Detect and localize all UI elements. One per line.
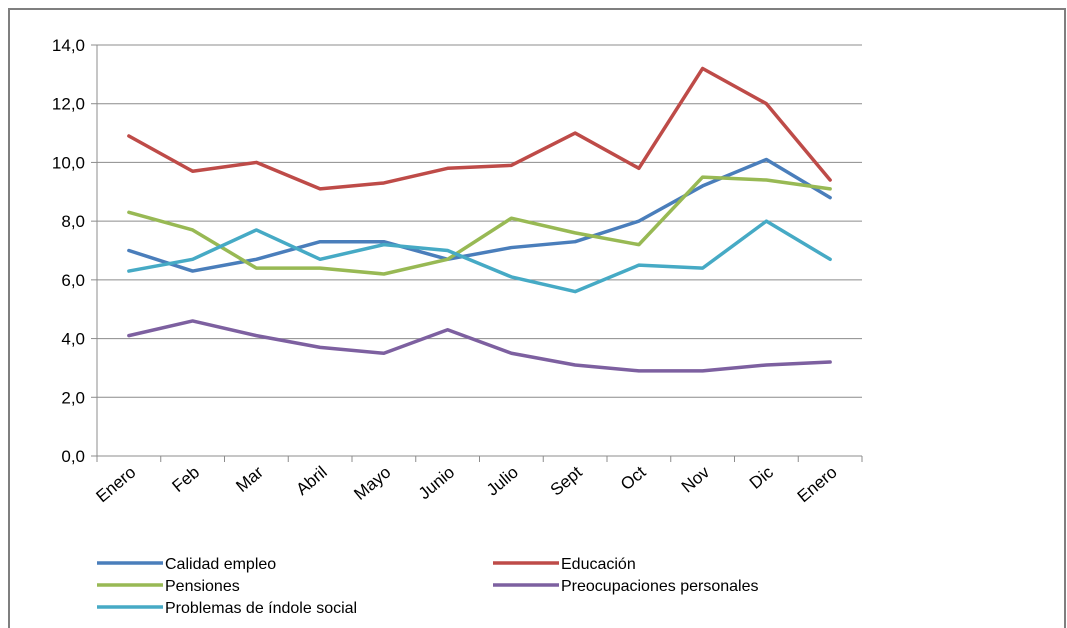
x-tick-label: Abril — [292, 463, 330, 499]
y-tick-label: 0,0 — [61, 447, 85, 466]
y-tick-label: 6,0 — [61, 271, 85, 290]
series-lines — [127, 66, 832, 373]
y-tick-label: 12,0 — [52, 95, 85, 114]
x-tick-label: Enero — [794, 463, 841, 507]
x-tick-label: Feb — [169, 463, 204, 496]
y-tick-label: 10,0 — [52, 153, 85, 172]
axes — [91, 44, 863, 462]
x-tick-labels: Enero Feb Mar Abril Mayo Junio Julio Sept Oct Nov… — [92, 462, 840, 506]
gridlines — [97, 44, 862, 398]
legend-label: Educación — [561, 556, 636, 573]
x-tick-label: Sept — [547, 462, 586, 499]
y-tick-label: 14,0 — [52, 36, 85, 55]
y-tick-label: 8,0 — [61, 212, 85, 231]
y-tick-label: 2,0 — [61, 388, 85, 407]
x-tick-label: Mayo — [350, 463, 394, 504]
chart-frame — [8, 8, 1066, 628]
legend-label: Problemas de índole social — [165, 600, 357, 617]
x-tick-label: Mar — [232, 462, 267, 496]
legend-item: Calidad empleo — [97, 556, 276, 573]
legend: Calidad empleo Educación Pensiones Preocupa… — [97, 556, 758, 617]
legend-item: Preocupaciones personales — [493, 578, 758, 595]
y-tick-labels: 0,0 2,0 4,0 6,0 8,0 10,0 12,0 14,0 — [52, 36, 85, 466]
legend-item: Problemas de índole social — [97, 600, 357, 617]
series-line-3 — [127, 319, 832, 373]
series-line-1 — [127, 66, 832, 191]
legend-label: Calidad empleo — [165, 556, 276, 573]
x-tick-label: Junio — [415, 463, 458, 504]
legend-item: Pensiones — [97, 578, 240, 595]
series-line-2 — [127, 175, 832, 276]
x-tick-label: Dic — [746, 462, 777, 493]
x-tick-label: Nov — [678, 462, 714, 496]
x-tick-label: Oct — [617, 462, 650, 494]
legend-label: Pensiones — [165, 578, 240, 595]
x-tick-label: Julio — [483, 463, 522, 500]
legend-label: Preocupaciones personales — [561, 578, 758, 595]
series-line-4 — [127, 219, 832, 294]
legend-item: Educación — [493, 556, 636, 573]
x-tick-label: Enero — [92, 463, 139, 507]
y-tick-label: 4,0 — [61, 330, 85, 349]
